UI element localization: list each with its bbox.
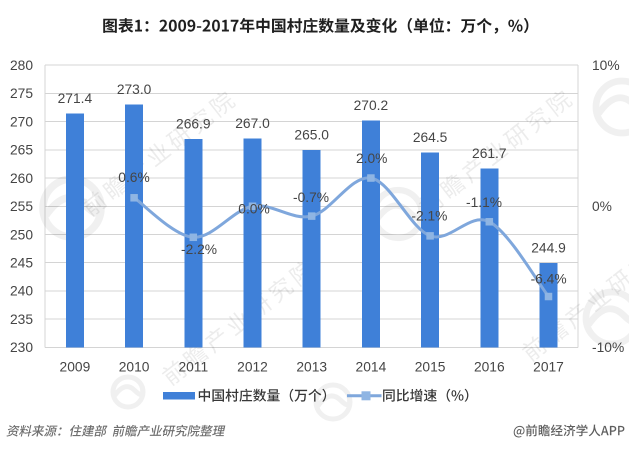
svg-text:275: 275 [10, 86, 33, 101]
svg-text:266.9: 266.9 [176, 117, 211, 132]
svg-text:245: 245 [10, 255, 33, 270]
svg-text:2010: 2010 [119, 360, 150, 375]
svg-text:2.0%: 2.0% [356, 151, 387, 166]
svg-text:270: 270 [10, 114, 33, 129]
svg-text:261.7: 261.7 [472, 146, 507, 161]
svg-text:255: 255 [10, 199, 33, 214]
svg-text:2013: 2013 [296, 360, 327, 375]
svg-text:-2.2%: -2.2% [181, 242, 217, 257]
svg-text:250: 250 [10, 227, 33, 242]
svg-text:-6.4%: -6.4% [531, 272, 567, 287]
svg-text:2016: 2016 [474, 360, 505, 375]
svg-text:265.0: 265.0 [294, 127, 329, 142]
svg-text:270.2: 270.2 [354, 98, 389, 113]
svg-text:230: 230 [10, 340, 33, 355]
svg-text:280: 280 [10, 58, 33, 73]
svg-text:10%: 10% [592, 58, 620, 73]
svg-text:244.9: 244.9 [531, 241, 566, 256]
svg-text:0%: 0% [592, 199, 612, 214]
svg-text:265: 265 [10, 143, 33, 158]
svg-text:0.6%: 0.6% [118, 170, 149, 185]
svg-text:271.4: 271.4 [58, 91, 93, 106]
svg-text:235: 235 [10, 312, 33, 327]
svg-text:2015: 2015 [415, 360, 446, 375]
svg-text:0.0%: 0.0% [238, 201, 269, 216]
svg-text:240: 240 [10, 284, 33, 299]
svg-text:-0.7%: -0.7% [293, 190, 329, 205]
svg-text:273.0: 273.0 [117, 82, 152, 97]
svg-text:2012: 2012 [237, 360, 268, 375]
svg-text:2014: 2014 [356, 360, 387, 375]
svg-text:2011: 2011 [178, 360, 208, 375]
svg-text:267.0: 267.0 [235, 116, 270, 131]
svg-text:-1.1%: -1.1% [466, 195, 502, 210]
svg-text:-10%: -10% [592, 340, 624, 355]
svg-text:2017: 2017 [533, 360, 564, 375]
svg-text:264.5: 264.5 [413, 130, 448, 145]
svg-text:2009: 2009 [60, 360, 91, 375]
svg-text:260: 260 [10, 171, 33, 186]
svg-text:-2.1%: -2.1% [411, 209, 447, 224]
